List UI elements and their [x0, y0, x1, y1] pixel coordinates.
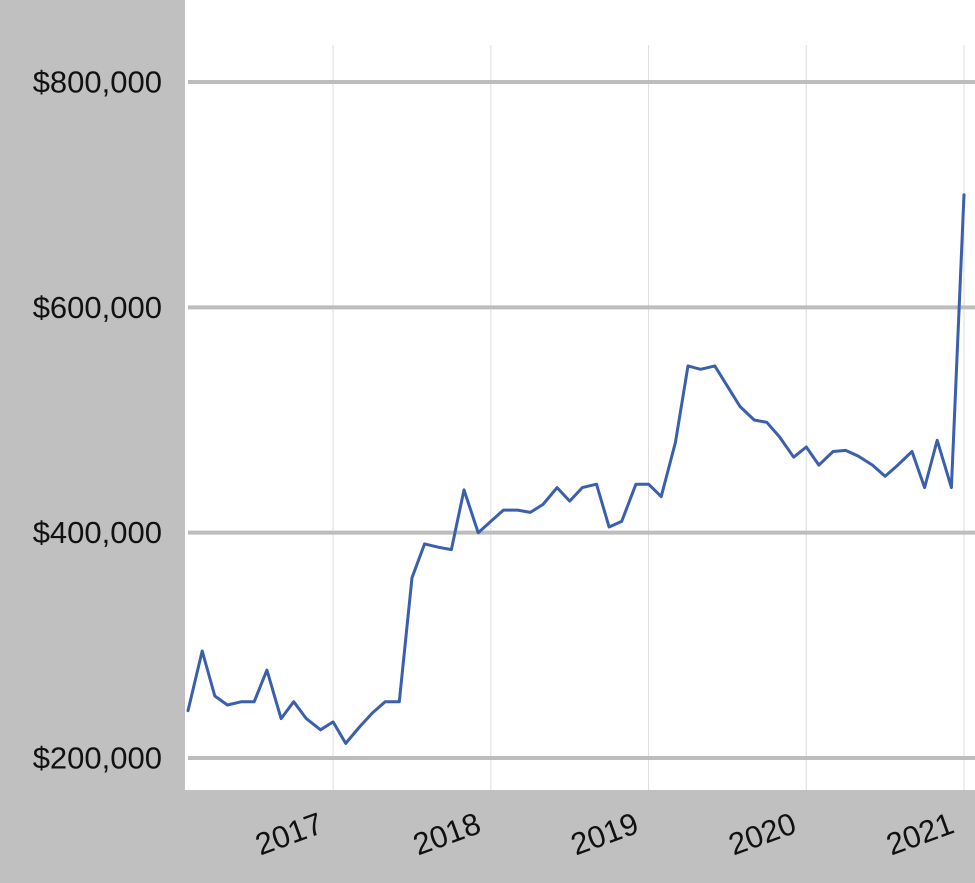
series-layer — [186, 193, 966, 745]
y-tick-label: $400,000 — [33, 515, 162, 550]
y-tick-label: $800,000 — [33, 65, 162, 100]
horizontal-gridlines — [188, 80, 975, 760]
vertical-gridlines — [332, 45, 965, 790]
x-tick-label: 2017 — [251, 806, 328, 862]
plot-area — [185, 0, 975, 790]
x-tick-label: 2019 — [566, 806, 643, 862]
y-tick-label: $600,000 — [33, 290, 162, 325]
y-tick-label: $200,000 — [33, 741, 162, 776]
x-axis-labels: 2017 2018 2019 2020 2021 — [251, 806, 959, 862]
x-tick-label: 2021 — [882, 806, 959, 862]
x-tick-label: 2020 — [724, 806, 801, 862]
x-tick-label: 2018 — [408, 806, 485, 862]
series-line-0 — [186, 193, 966, 745]
y-axis-labels: $200,000 $400,000 $600,000 $800,000 — [33, 65, 162, 776]
